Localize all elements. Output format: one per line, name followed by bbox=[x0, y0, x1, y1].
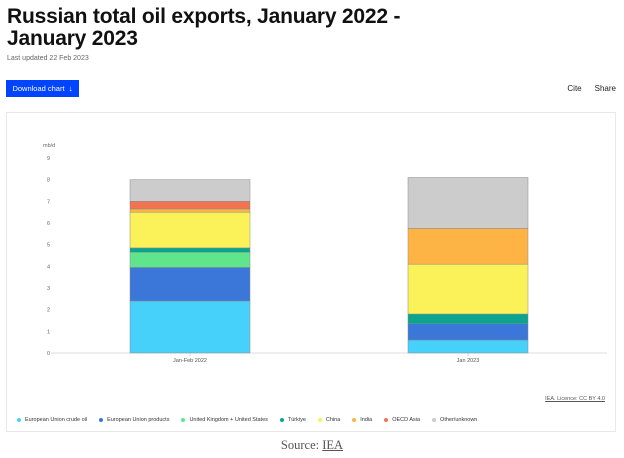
legend-label: European Union products bbox=[107, 417, 170, 423]
bar-segment bbox=[129, 211, 251, 249]
legend-item[interactable]: India bbox=[352, 417, 372, 423]
x-tick-label: Jan 2023 bbox=[457, 358, 480, 364]
legend-item[interactable]: Other/unknown bbox=[432, 417, 477, 423]
legend-swatch bbox=[99, 418, 104, 422]
bar-segment bbox=[407, 263, 529, 315]
bar-segment bbox=[129, 208, 251, 213]
bar-segment bbox=[129, 267, 251, 302]
bar-segment bbox=[407, 313, 529, 324]
bar-segment bbox=[129, 252, 251, 268]
y-tick-label: 9 bbox=[47, 156, 50, 162]
x-tick-label: Jan-Feb 2022 bbox=[173, 358, 207, 364]
share-link[interactable]: Share bbox=[594, 84, 616, 93]
legend-item[interactable]: Türkiye bbox=[279, 417, 306, 423]
y-tick-label: 3 bbox=[47, 286, 50, 292]
legend-label: Other/unknown bbox=[440, 417, 478, 423]
bar-segment bbox=[129, 201, 251, 210]
legend-swatch bbox=[181, 418, 186, 422]
legend-swatch bbox=[352, 418, 357, 422]
y-tick-label: 2 bbox=[47, 308, 50, 314]
bar-segment bbox=[407, 323, 529, 341]
chart-legend: European Union crude oil European Union p… bbox=[17, 417, 477, 423]
source-caption: Source: IEA bbox=[0, 438, 624, 453]
last-updated: Last updated 22 Feb 2023 bbox=[7, 55, 89, 62]
bar-segment bbox=[129, 179, 251, 202]
bar-segment bbox=[407, 228, 529, 265]
legend-item[interactable]: European Union crude oil bbox=[17, 417, 87, 423]
legend-label: India bbox=[360, 417, 373, 423]
download-chart-button[interactable]: Download chart ↓ bbox=[6, 80, 79, 97]
y-tick-label: 5 bbox=[47, 243, 50, 249]
y-tick-label: 6 bbox=[47, 221, 50, 227]
source-link[interactable]: IEA bbox=[322, 438, 344, 452]
bar-segment bbox=[129, 300, 251, 354]
legend-label: European Union crude oil bbox=[25, 417, 88, 423]
legend-swatch bbox=[432, 418, 437, 422]
y-tick-label: 7 bbox=[47, 199, 50, 205]
y-tick-label: 0 bbox=[47, 351, 50, 357]
y-tick-label: 1 bbox=[47, 329, 50, 335]
legend-label: Türkiye bbox=[287, 417, 306, 423]
legend-swatch bbox=[317, 418, 322, 422]
legend-item[interactable]: China bbox=[317, 417, 341, 423]
cite-link[interactable]: Cite bbox=[567, 84, 582, 93]
legend-label: OECD Asia bbox=[392, 417, 421, 423]
y-tick-label: 4 bbox=[47, 264, 50, 270]
legend-swatch bbox=[384, 418, 389, 422]
legend-item[interactable]: European Union products bbox=[99, 417, 169, 423]
license-link[interactable]: IEA. Licence: CC BY 4.0 bbox=[545, 396, 605, 402]
bar-segment bbox=[407, 339, 529, 354]
legend-item[interactable]: United Kingdom + United States bbox=[181, 417, 268, 423]
legend-item[interactable]: OECD Asia bbox=[384, 417, 420, 423]
source-prefix: Source: bbox=[280, 438, 320, 452]
bar-segment bbox=[407, 177, 529, 229]
bar-segment bbox=[129, 247, 251, 253]
y-unit-label: mb/d bbox=[43, 143, 55, 149]
legend-swatch bbox=[17, 418, 21, 422]
page-title: Russian total oil exports, January 2022 … bbox=[7, 5, 401, 50]
legend-label: United Kingdom + United States bbox=[189, 417, 268, 423]
download-arrow-icon: ↓ bbox=[68, 84, 73, 93]
download-chart-label: Download chart bbox=[12, 84, 65, 93]
legend-label: China bbox=[325, 417, 341, 423]
top-links: Cite Share bbox=[567, 84, 616, 93]
oil-exports-chart: mb/d 0 1 2 3 4 5 6 7 8 9 Jan-Feb 2022 Jan 2023 bbox=[43, 143, 607, 364]
y-tick-label: 8 bbox=[47, 178, 50, 184]
chart-frame: mb/d 0 1 2 3 4 5 6 7 8 9 Jan-Feb 2022 Jan 2023 IEA. … bbox=[6, 112, 616, 432]
legend-swatch bbox=[279, 418, 284, 422]
